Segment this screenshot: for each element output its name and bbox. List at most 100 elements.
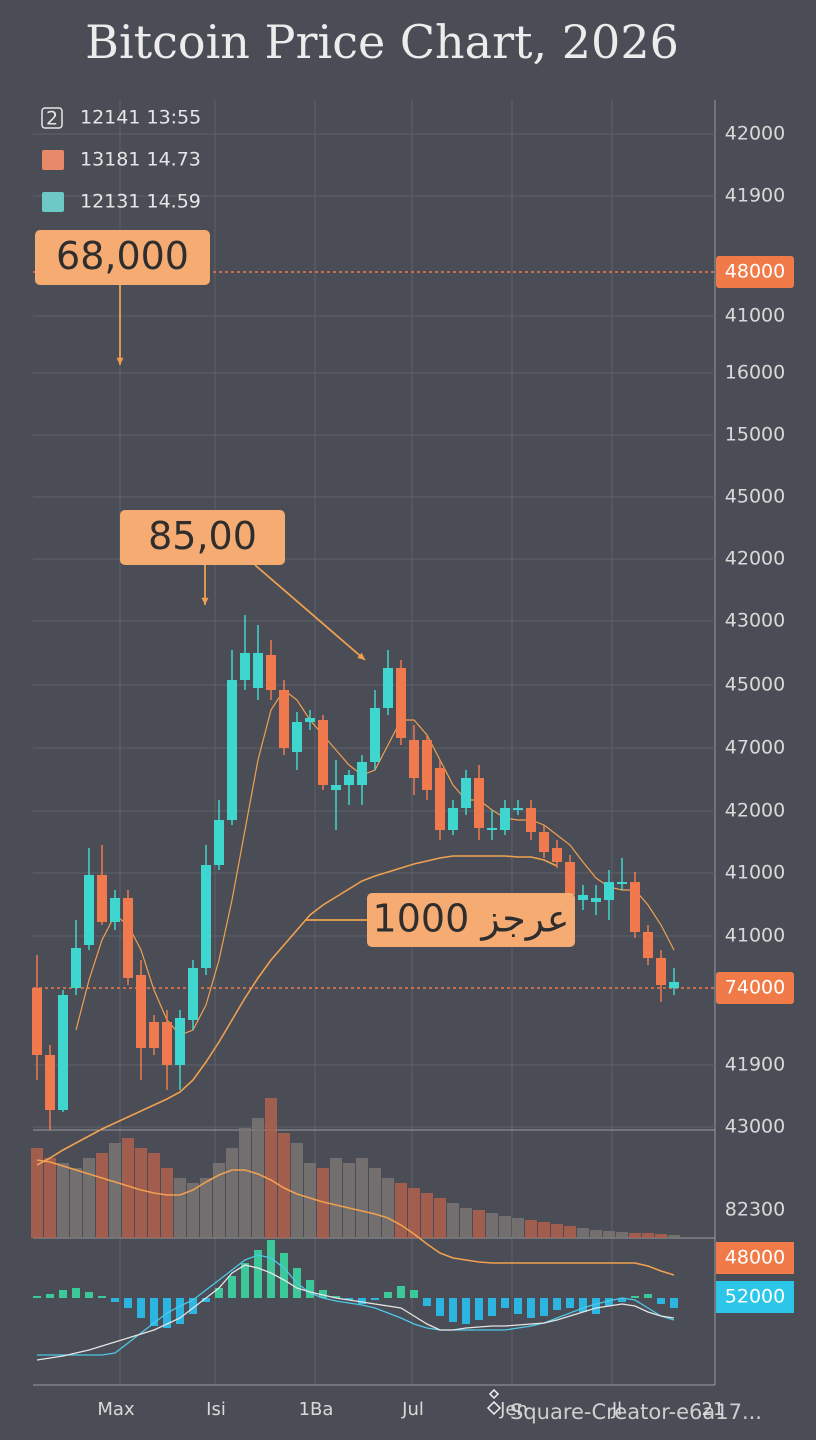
histogram-bar — [176, 1298, 184, 1324]
histogram-bar — [670, 1298, 678, 1308]
candle-body — [136, 975, 146, 1048]
histogram-bar — [501, 1298, 509, 1308]
volume-bar — [317, 1168, 329, 1238]
histogram-bar — [254, 1250, 262, 1298]
arrow-head — [116, 357, 124, 365]
candle-body — [604, 882, 614, 900]
volume-bar — [538, 1222, 550, 1238]
volume-bar — [239, 1128, 251, 1238]
volume-bar — [148, 1153, 160, 1238]
volume-bar — [486, 1213, 498, 1238]
candle-body — [578, 895, 588, 900]
candle-body — [227, 680, 237, 820]
volume-bar — [408, 1188, 420, 1238]
candle-body — [305, 718, 315, 722]
y-tick-label: 16000 — [725, 362, 785, 384]
volume-bar — [499, 1216, 511, 1238]
histogram-bar — [553, 1298, 561, 1310]
volume-bar — [447, 1203, 459, 1238]
y-tick-label: 42000 — [725, 123, 785, 145]
candle-body — [188, 968, 198, 1020]
histogram-bar — [527, 1298, 535, 1318]
candle-body — [266, 655, 276, 690]
volume-bar — [629, 1233, 641, 1238]
candle-body — [643, 932, 653, 958]
volume-axis-label: 82300 — [725, 1199, 785, 1221]
histogram-bar — [410, 1290, 418, 1298]
histogram-bar — [423, 1298, 431, 1306]
candle-body — [240, 653, 250, 680]
candle-body — [175, 1018, 185, 1065]
candle-body — [201, 865, 211, 968]
histogram-bar — [514, 1298, 522, 1314]
y-tick-label: 41000 — [725, 925, 785, 947]
volume-bar — [421, 1193, 433, 1238]
oscillator-tag — [716, 1281, 794, 1313]
legend-icon — [41, 107, 63, 129]
volume-bar — [564, 1226, 576, 1238]
candle-body — [71, 948, 81, 988]
y-tick-label: 42000 — [725, 800, 785, 822]
volume-bar — [31, 1148, 43, 1238]
candle-body — [461, 778, 471, 808]
candle-body — [487, 828, 497, 830]
candle-body — [591, 898, 601, 902]
annotation-box — [367, 893, 575, 947]
candle-body — [513, 808, 523, 810]
annotation-text: 68,000 — [56, 234, 189, 278]
volume-bar — [304, 1163, 316, 1238]
volume-bar — [252, 1118, 264, 1238]
volume-bar — [603, 1231, 615, 1238]
histogram-bar — [579, 1298, 587, 1312]
candle-body — [32, 988, 42, 1055]
histogram-bar — [33, 1296, 41, 1298]
histogram-bar — [592, 1298, 600, 1314]
y-tick-label: 42000 — [725, 548, 785, 570]
y-tick-label: 41900 — [725, 1054, 785, 1076]
legend-swatch — [42, 150, 64, 170]
histogram-bar — [267, 1240, 275, 1298]
volume-bar — [473, 1210, 485, 1238]
histogram-bar — [124, 1298, 132, 1308]
oscillator-line — [36, 1264, 675, 1361]
y-tick-label: 45000 — [725, 674, 785, 696]
candle-body — [110, 898, 120, 922]
candle-body — [435, 768, 445, 830]
y-tick-label: 15000 — [725, 424, 785, 446]
histogram-bar — [371, 1298, 379, 1300]
volume-bar — [369, 1168, 381, 1238]
candle-body — [409, 740, 419, 778]
candle-body — [45, 1055, 55, 1110]
histogram-bar — [475, 1298, 483, 1320]
annotation-text: 1عرجز 000 — [373, 897, 570, 942]
volume-bar — [343, 1163, 355, 1238]
volume-bar — [642, 1233, 654, 1238]
histogram-bar — [618, 1298, 626, 1302]
volume-bar — [187, 1183, 199, 1238]
histogram-bar — [397, 1286, 405, 1298]
chart-title: Bitcoin Price Chart, 2026 — [85, 15, 679, 69]
volume-bar — [122, 1138, 134, 1238]
candle-body — [253, 653, 263, 688]
candle-body — [318, 720, 328, 785]
price-tag-label: 48000 — [725, 261, 785, 283]
candle-body — [539, 832, 549, 852]
candle-body — [162, 1022, 172, 1065]
y-tick-label: 47000 — [725, 737, 785, 759]
histogram-bar — [332, 1296, 340, 1298]
candle-body — [58, 995, 68, 1110]
oscillator-tag-label: 48000 — [725, 1247, 785, 1269]
candle-body — [552, 848, 562, 862]
volume-average — [36, 1159, 675, 1276]
histogram-bar — [46, 1294, 54, 1298]
y-tick-label: 45000 — [725, 486, 785, 508]
oscillator-tag-label: 52000 — [725, 1286, 785, 1308]
volume-bar — [590, 1230, 602, 1238]
histogram-bar — [215, 1288, 223, 1298]
volume-bar — [616, 1232, 628, 1238]
x-tick-label: 1Ba — [299, 1399, 334, 1420]
x-tick-label: Jen — [499, 1399, 528, 1420]
histogram-bar — [189, 1298, 197, 1314]
candle-body — [656, 958, 666, 985]
